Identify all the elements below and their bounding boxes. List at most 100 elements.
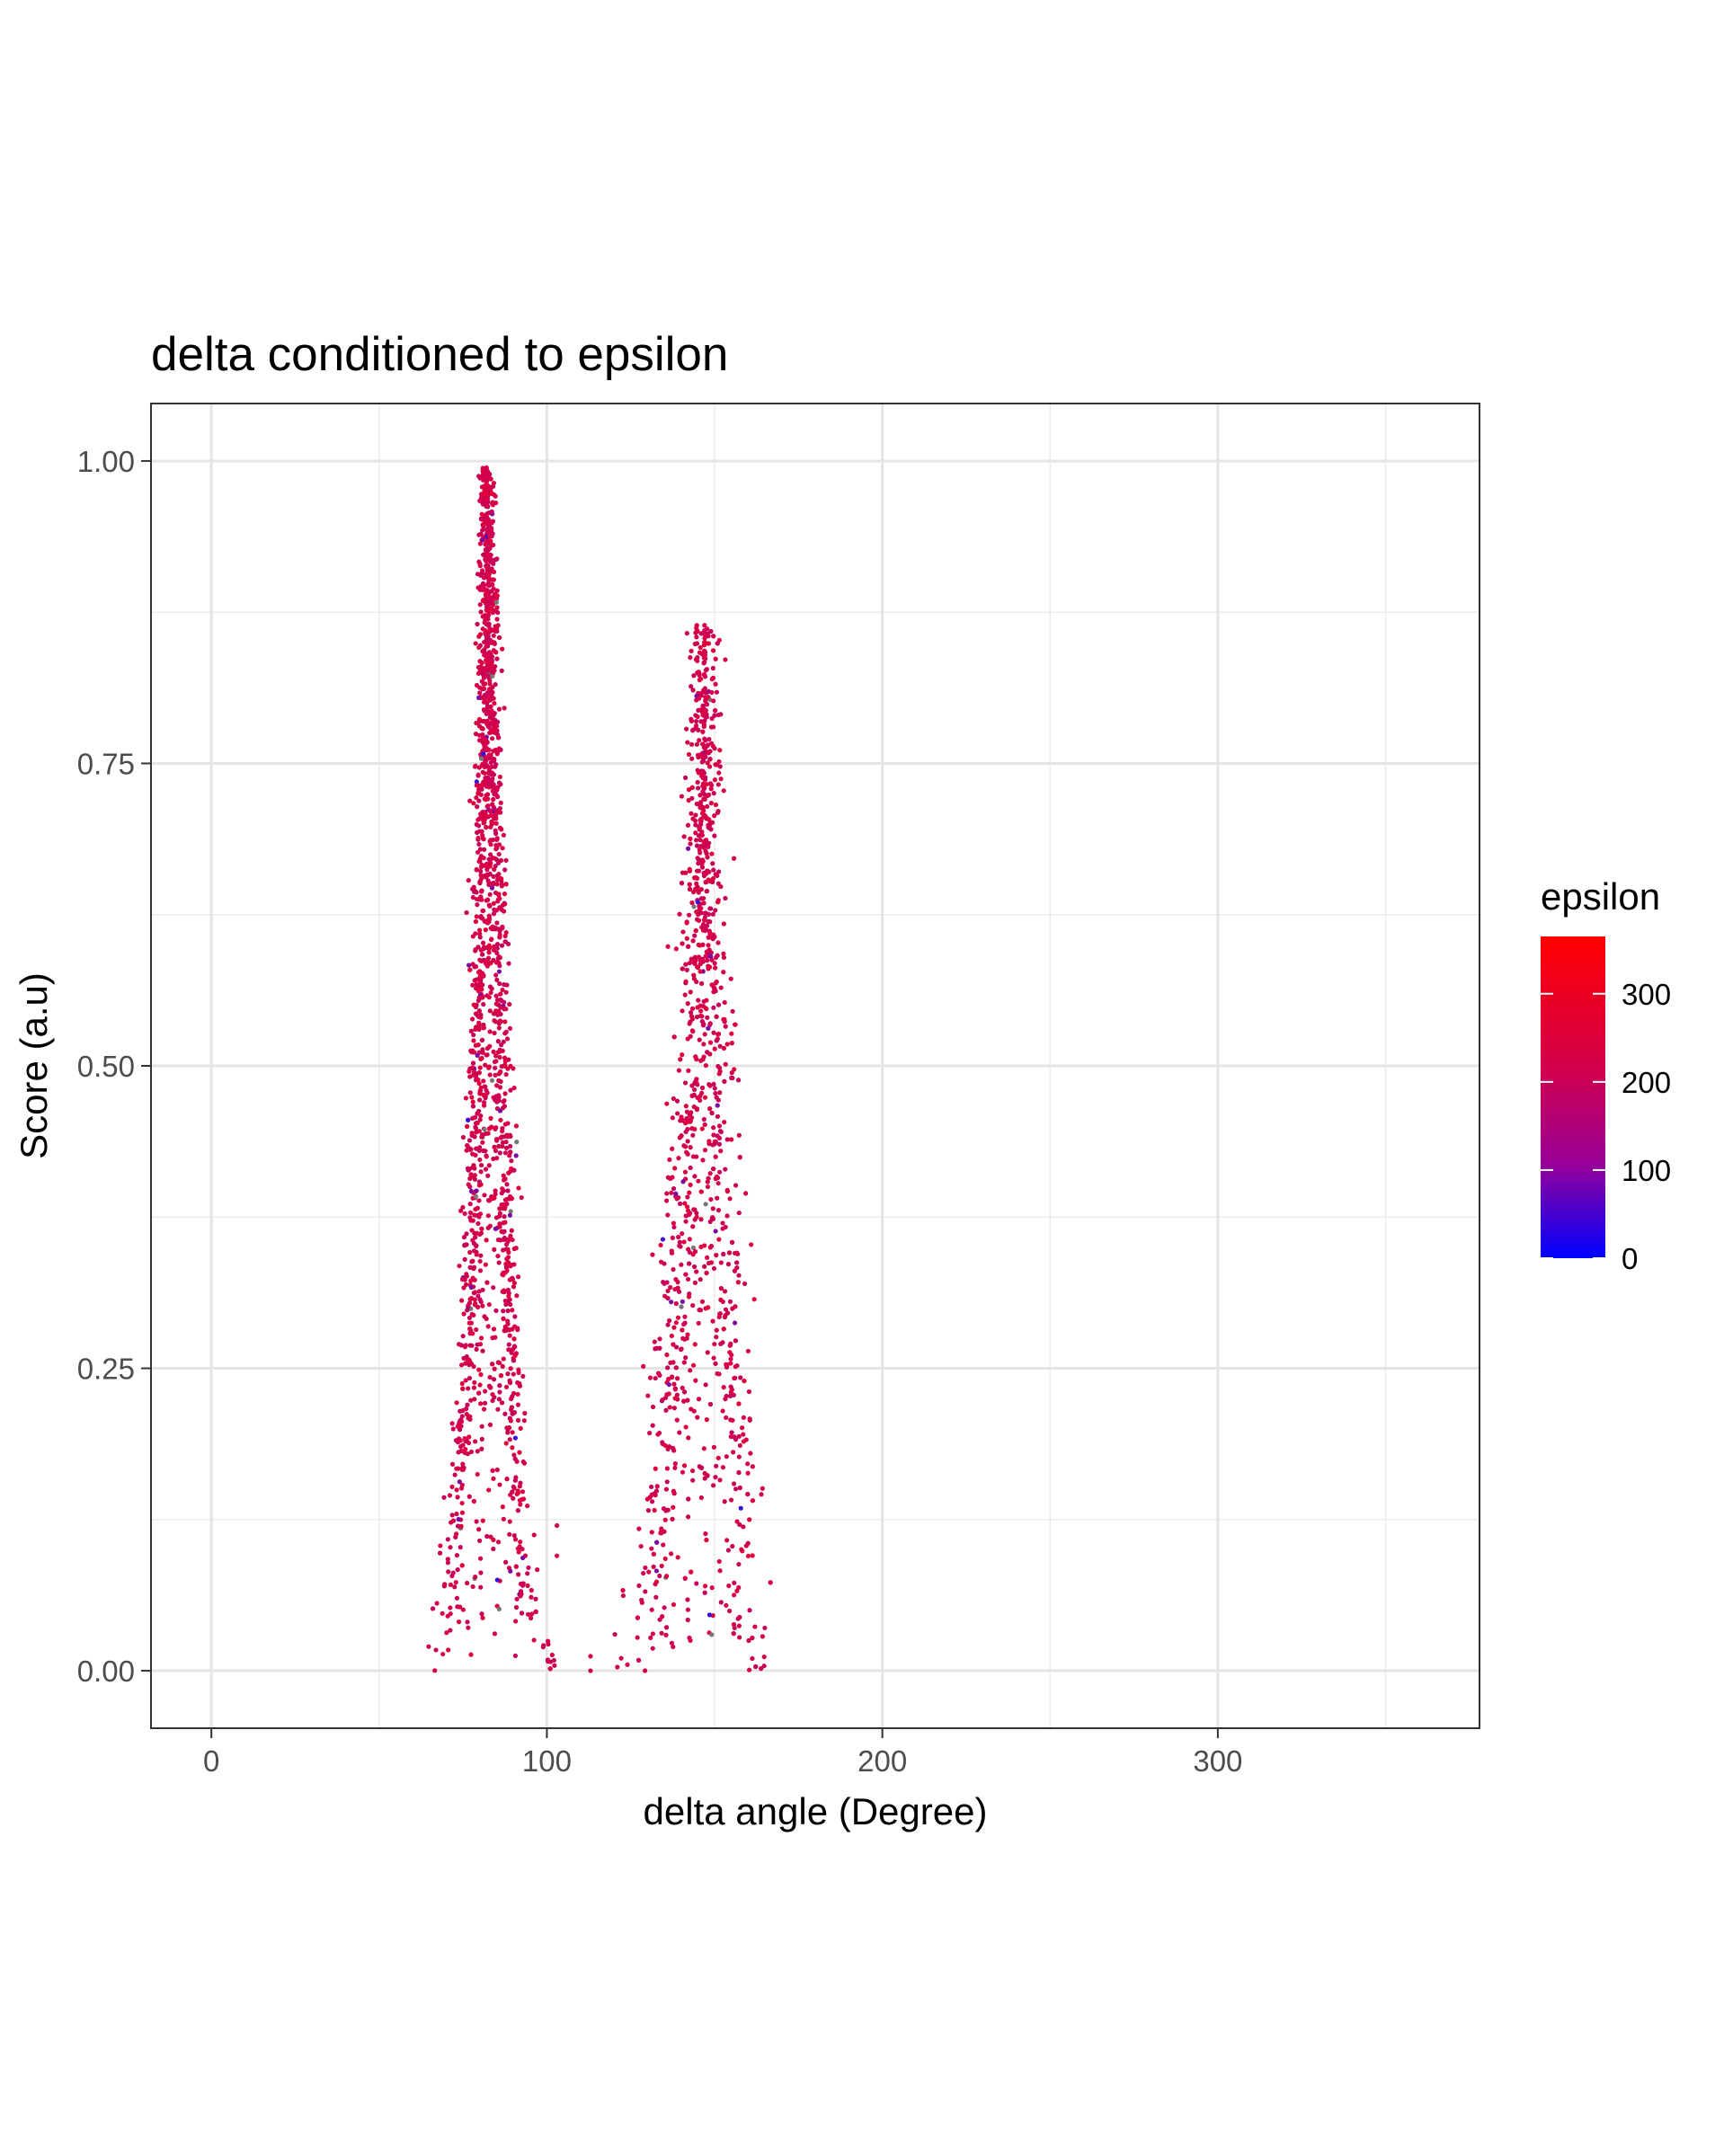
data-point bbox=[491, 772, 496, 777]
data-point bbox=[519, 1194, 524, 1201]
data-point bbox=[650, 1631, 655, 1637]
data-point bbox=[473, 1193, 479, 1200]
data-point bbox=[495, 1406, 501, 1412]
data-point bbox=[692, 1217, 698, 1222]
data-point bbox=[480, 1047, 485, 1052]
data-point bbox=[459, 1510, 466, 1515]
data-point bbox=[652, 1507, 657, 1513]
data-point bbox=[507, 1212, 513, 1218]
data-point bbox=[720, 1299, 725, 1305]
data-point bbox=[682, 775, 689, 780]
data-point bbox=[698, 1058, 704, 1063]
data-point bbox=[694, 626, 699, 631]
data-point bbox=[471, 1363, 476, 1370]
data-point bbox=[476, 765, 482, 770]
data-point bbox=[487, 1422, 493, 1427]
data-point bbox=[692, 641, 698, 647]
data-point bbox=[703, 954, 708, 959]
data-point bbox=[467, 1264, 473, 1270]
data-point bbox=[724, 1362, 730, 1368]
data-point bbox=[660, 1614, 665, 1619]
data-point bbox=[703, 1006, 708, 1011]
data-point bbox=[694, 843, 700, 848]
data-point bbox=[718, 1341, 724, 1346]
data-point bbox=[483, 797, 488, 803]
data-point bbox=[449, 1484, 455, 1490]
data-point bbox=[747, 1517, 752, 1522]
data-point bbox=[734, 1362, 740, 1369]
data-point bbox=[665, 1288, 671, 1294]
data-point bbox=[494, 1138, 500, 1143]
data-point bbox=[470, 1584, 475, 1590]
data-point bbox=[508, 1301, 513, 1308]
data-point bbox=[489, 736, 495, 741]
data-point bbox=[462, 1344, 468, 1350]
data-point bbox=[707, 1106, 713, 1112]
data-point bbox=[709, 689, 715, 696]
data-point bbox=[450, 1570, 456, 1575]
data-point bbox=[658, 1242, 663, 1248]
data-point bbox=[698, 644, 703, 651]
data-point bbox=[666, 1318, 672, 1324]
data-point bbox=[707, 1401, 714, 1407]
data-point bbox=[497, 805, 502, 812]
data-point bbox=[694, 1269, 699, 1274]
data-point bbox=[487, 1385, 493, 1390]
data-point bbox=[488, 936, 494, 943]
data-point bbox=[508, 1149, 513, 1155]
data-point bbox=[684, 920, 689, 926]
data-point bbox=[470, 1104, 476, 1109]
data-point bbox=[685, 1397, 690, 1403]
data-point bbox=[487, 892, 493, 897]
data-point bbox=[741, 1524, 746, 1530]
data-point bbox=[489, 606, 494, 612]
data-point bbox=[472, 978, 477, 983]
data-point bbox=[715, 1181, 721, 1186]
data-point bbox=[635, 1615, 641, 1620]
data-point bbox=[760, 1634, 765, 1639]
data-point bbox=[475, 1212, 481, 1218]
data-point bbox=[489, 728, 494, 733]
data-point bbox=[687, 1261, 692, 1266]
data-point bbox=[508, 1209, 513, 1214]
data-point bbox=[455, 1438, 460, 1443]
data-point bbox=[733, 1375, 738, 1380]
data-point bbox=[454, 1487, 459, 1493]
data-point bbox=[497, 825, 503, 830]
data-point bbox=[493, 847, 499, 852]
data-point bbox=[717, 1043, 723, 1049]
data-point bbox=[737, 1485, 742, 1491]
data-point bbox=[485, 581, 491, 587]
data-point bbox=[484, 803, 490, 809]
data-point bbox=[460, 1134, 467, 1140]
data-point bbox=[460, 1461, 466, 1467]
data-point bbox=[694, 741, 700, 747]
data-point bbox=[504, 1182, 510, 1187]
data-point bbox=[683, 1272, 689, 1277]
data-point bbox=[669, 1190, 674, 1195]
data-point bbox=[547, 1666, 553, 1672]
data-point bbox=[688, 1368, 693, 1373]
data-point bbox=[473, 641, 478, 646]
data-point bbox=[516, 1549, 521, 1555]
data-point bbox=[493, 1226, 499, 1231]
data-point bbox=[655, 1432, 661, 1437]
data-point bbox=[482, 1314, 487, 1319]
data-point bbox=[473, 918, 479, 925]
chart-title: delta conditioned to epsilon bbox=[151, 328, 728, 381]
data-point bbox=[505, 1308, 511, 1314]
data-point bbox=[441, 1495, 447, 1500]
data-point bbox=[484, 1087, 489, 1093]
data-point bbox=[647, 1375, 653, 1380]
data-point bbox=[645, 1393, 651, 1398]
data-point bbox=[440, 1651, 446, 1657]
data-point bbox=[708, 954, 714, 959]
data-point bbox=[684, 936, 689, 941]
data-point bbox=[481, 706, 487, 713]
data-point bbox=[467, 1066, 473, 1071]
data-point bbox=[732, 1067, 737, 1072]
data-point bbox=[467, 1375, 473, 1381]
data-point bbox=[747, 1667, 752, 1672]
data-point bbox=[486, 1126, 493, 1131]
